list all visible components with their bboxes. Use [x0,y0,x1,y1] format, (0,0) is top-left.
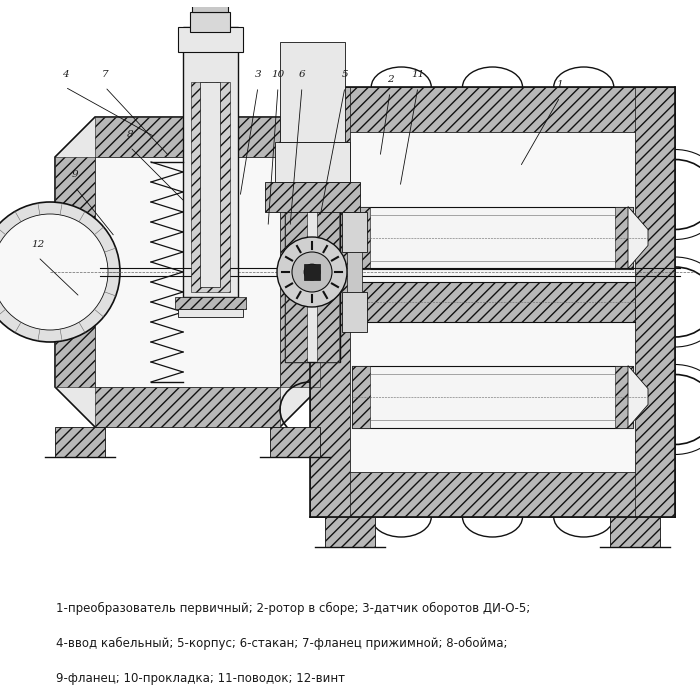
Bar [304,264,320,280]
Bar [183,27,238,297]
Polygon shape [635,87,675,517]
Bar [192,0,228,12]
Text: 2: 2 [386,75,393,84]
Text: 6: 6 [299,70,305,79]
Bar [190,12,230,32]
Text: 3: 3 [255,70,261,79]
Bar [352,206,633,269]
Bar [317,182,339,362]
Text: 7: 7 [102,70,108,79]
Text: 1-преобразователь первичный; 2-ротор в сборе; 3-датчик оборотов ДИ-О-5;: 1-преобразователь первичный; 2-ротор в с… [56,602,531,615]
Polygon shape [55,117,320,427]
Bar [285,182,307,362]
Bar [175,297,246,309]
Text: 5: 5 [342,70,349,79]
Bar [95,157,280,387]
Bar [610,517,660,547]
Bar [350,132,635,472]
Polygon shape [95,387,280,427]
Polygon shape [280,157,320,387]
Bar [352,206,370,269]
Circle shape [292,252,332,292]
Bar [275,142,350,182]
Polygon shape [310,472,675,517]
Bar [178,27,243,52]
Bar [270,427,320,457]
Bar [342,212,367,252]
Text: 1: 1 [556,80,564,89]
Bar [352,365,370,428]
Text: 8: 8 [127,130,133,139]
Text: 9: 9 [71,170,78,179]
Circle shape [304,264,320,280]
Bar [280,42,345,142]
Polygon shape [310,87,350,517]
Text: 12: 12 [32,240,45,249]
Bar [55,427,105,457]
Bar [325,517,375,547]
Bar [265,182,360,212]
Text: 9-фланец; 10-прокладка; 11-поводок; 12-винт: 9-фланец; 10-прокладка; 11-поводок; 12-в… [56,672,345,685]
Bar [342,292,367,332]
Text: 10: 10 [272,70,285,79]
Bar [178,309,243,317]
Bar [191,82,230,292]
Bar [615,206,633,269]
Text: 4: 4 [62,70,69,79]
Polygon shape [310,87,675,132]
Bar [347,252,362,292]
Bar [352,365,633,428]
Text: 11: 11 [412,70,425,79]
Polygon shape [55,157,95,387]
Circle shape [277,237,347,307]
Bar [350,282,635,322]
Circle shape [0,202,120,342]
Bar [285,182,340,362]
Polygon shape [95,117,280,157]
Bar [615,365,633,428]
Text: 4-ввод кабельный; 5-корпус; 6-стакан; 7-фланец прижимной; 8-обойма;: 4-ввод кабельный; 5-корпус; 6-стакан; 7-… [56,637,508,650]
Circle shape [0,214,108,330]
Polygon shape [628,206,648,269]
Bar [200,82,220,287]
Polygon shape [628,365,648,428]
